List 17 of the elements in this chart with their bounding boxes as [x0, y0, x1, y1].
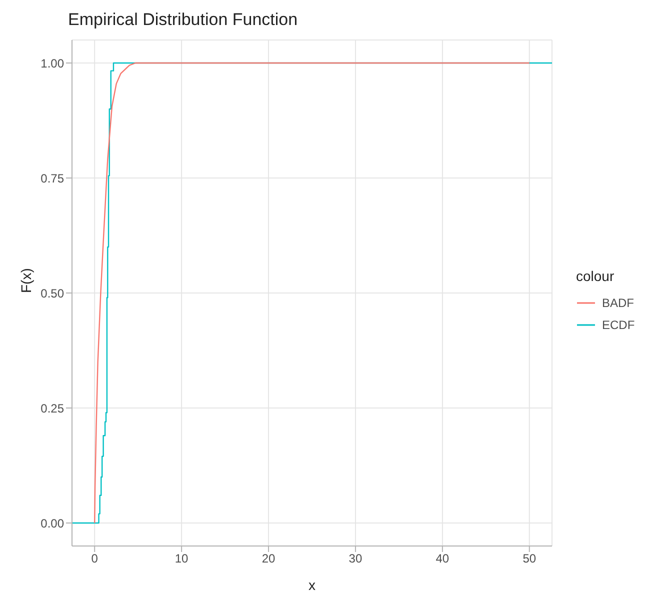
legend-title: colour	[576, 268, 616, 284]
legend-label: ECDF	[602, 318, 635, 332]
x-tick-label: 0	[91, 552, 98, 566]
y-tick-label: 0.75	[40, 171, 64, 186]
y-tick-label: 1.00	[40, 56, 64, 70]
x-axis-title: x	[308, 577, 316, 593]
chart-title: Empirical Distribution Function	[68, 10, 298, 30]
y-tick-label: 0.25	[40, 401, 64, 416]
x-tick-label: 40	[436, 552, 450, 566]
y-axis-title: F(x)	[18, 268, 34, 293]
x-tick-label: 20	[262, 552, 276, 566]
x-tick-label: 10	[174, 552, 189, 566]
y-tick-label: 0.50	[40, 286, 64, 300]
x-tick-label: 50	[522, 552, 536, 566]
legend-label: BADF	[602, 296, 634, 310]
x-tick-label: 30	[348, 552, 362, 566]
y-tick-label: 0.00	[40, 516, 64, 530]
